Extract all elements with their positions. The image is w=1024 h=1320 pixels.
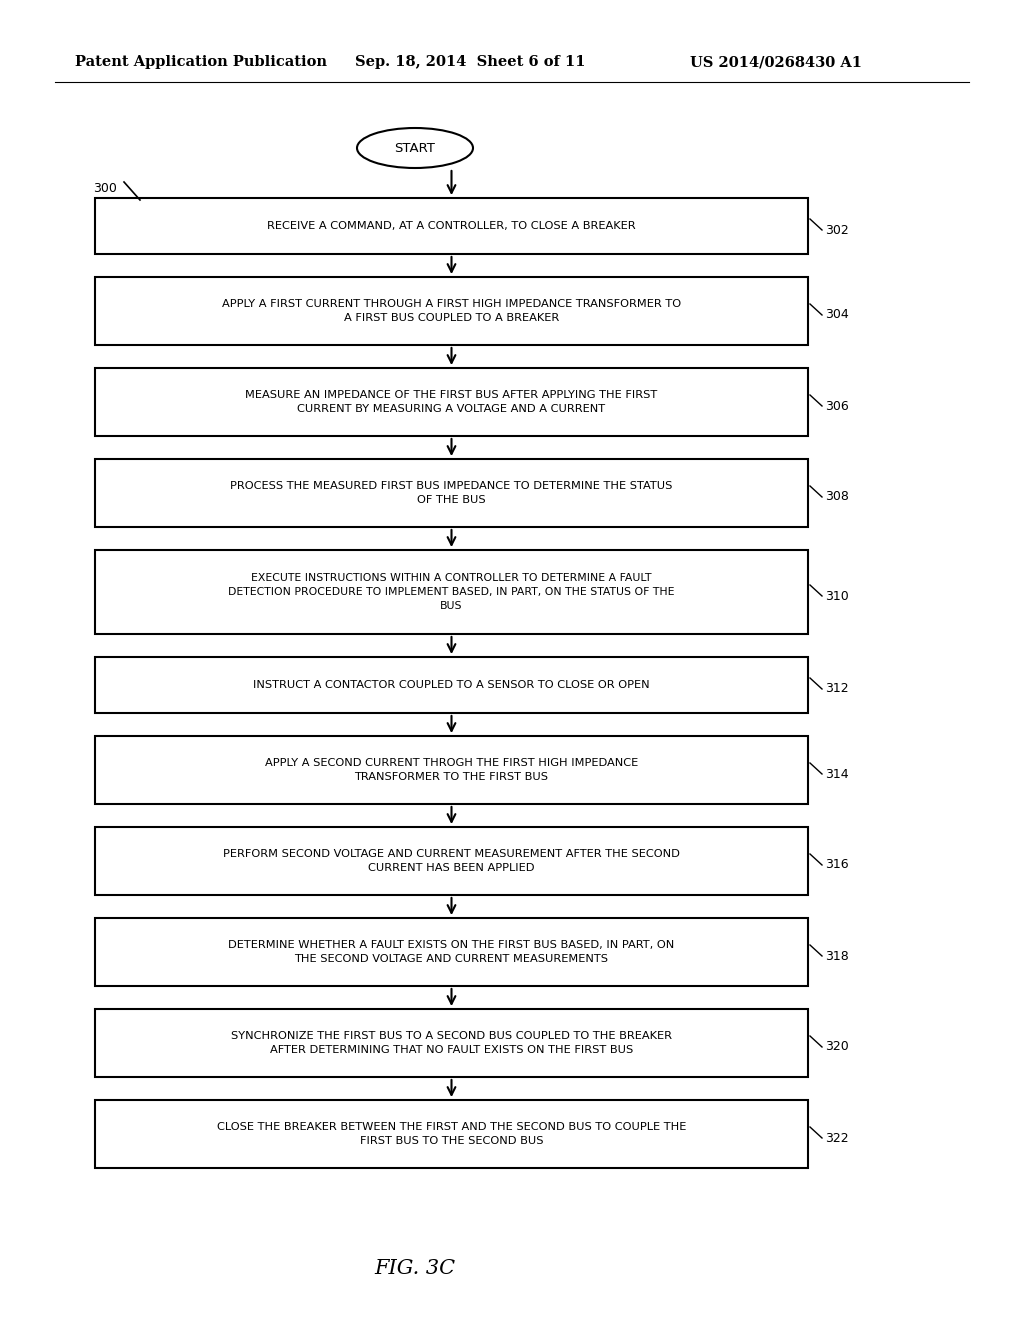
Text: EXECUTE INSTRUCTIONS WITHIN A CONTROLLER TO DETERMINE A FAULT
DETECTION PROCEDUR: EXECUTE INSTRUCTIONS WITHIN A CONTROLLER… xyxy=(228,573,675,611)
Text: 308: 308 xyxy=(825,491,849,503)
Text: CLOSE THE BREAKER BETWEEN THE FIRST AND THE SECOND BUS TO COUPLE THE
FIRST BUS T: CLOSE THE BREAKER BETWEEN THE FIRST AND … xyxy=(217,1122,686,1146)
Text: Patent Application Publication: Patent Application Publication xyxy=(75,55,327,69)
Text: DETERMINE WHETHER A FAULT EXISTS ON THE FIRST BUS BASED, IN PART, ON
THE SECOND : DETERMINE WHETHER A FAULT EXISTS ON THE … xyxy=(228,940,675,964)
Bar xyxy=(95,1008,808,1077)
Text: APPLY A FIRST CURRENT THROUGH A FIRST HIGH IMPEDANCE TRANSFORMER TO
A FIRST BUS : APPLY A FIRST CURRENT THROUGH A FIRST HI… xyxy=(222,300,681,323)
Text: SYNCHRONIZE THE FIRST BUS TO A SECOND BUS COUPLED TO THE BREAKER
AFTER DETERMINI: SYNCHRONIZE THE FIRST BUS TO A SECOND BU… xyxy=(231,1031,672,1055)
Text: MEASURE AN IMPEDANCE OF THE FIRST BUS AFTER APPLYING THE FIRST
CURRENT BY MEASUR: MEASURE AN IMPEDANCE OF THE FIRST BUS AF… xyxy=(246,391,657,413)
Text: 320: 320 xyxy=(825,1040,849,1053)
Bar xyxy=(95,828,808,895)
Bar xyxy=(95,917,808,986)
Text: 314: 314 xyxy=(825,767,849,780)
Bar xyxy=(95,198,808,253)
Text: APPLY A SECOND CURRENT THROGH THE FIRST HIGH IMPEDANCE
TRANSFORMER TO THE FIRST : APPLY A SECOND CURRENT THROGH THE FIRST … xyxy=(265,758,638,781)
Bar xyxy=(95,657,808,713)
Bar xyxy=(95,737,808,804)
Text: 312: 312 xyxy=(825,682,849,696)
Text: PERFORM SECOND VOLTAGE AND CURRENT MEASUREMENT AFTER THE SECOND
CURRENT HAS BEEN: PERFORM SECOND VOLTAGE AND CURRENT MEASU… xyxy=(223,849,680,873)
Text: START: START xyxy=(394,141,435,154)
Bar xyxy=(95,1100,808,1168)
Text: US 2014/0268430 A1: US 2014/0268430 A1 xyxy=(690,55,862,69)
Text: 304: 304 xyxy=(825,309,849,322)
Text: PROCESS THE MEASURED FIRST BUS IMPEDANCE TO DETERMINE THE STATUS
OF THE BUS: PROCESS THE MEASURED FIRST BUS IMPEDANCE… xyxy=(230,482,673,504)
Text: 302: 302 xyxy=(825,223,849,236)
Bar xyxy=(95,550,808,634)
Bar xyxy=(95,459,808,527)
Text: INSTRUCT A CONTACTOR COUPLED TO A SENSOR TO CLOSE OR OPEN: INSTRUCT A CONTACTOR COUPLED TO A SENSOR… xyxy=(253,680,650,690)
Bar xyxy=(95,277,808,345)
Text: 310: 310 xyxy=(825,590,849,602)
Text: 300: 300 xyxy=(93,181,117,194)
Text: 306: 306 xyxy=(825,400,849,412)
Text: 316: 316 xyxy=(825,858,849,871)
Bar xyxy=(95,368,808,436)
Text: Sep. 18, 2014  Sheet 6 of 11: Sep. 18, 2014 Sheet 6 of 11 xyxy=(355,55,586,69)
Text: 322: 322 xyxy=(825,1131,849,1144)
Text: RECEIVE A COMMAND, AT A CONTROLLER, TO CLOSE A BREAKER: RECEIVE A COMMAND, AT A CONTROLLER, TO C… xyxy=(267,220,636,231)
Text: FIG. 3C: FIG. 3C xyxy=(375,1258,456,1278)
Text: 318: 318 xyxy=(825,949,849,962)
